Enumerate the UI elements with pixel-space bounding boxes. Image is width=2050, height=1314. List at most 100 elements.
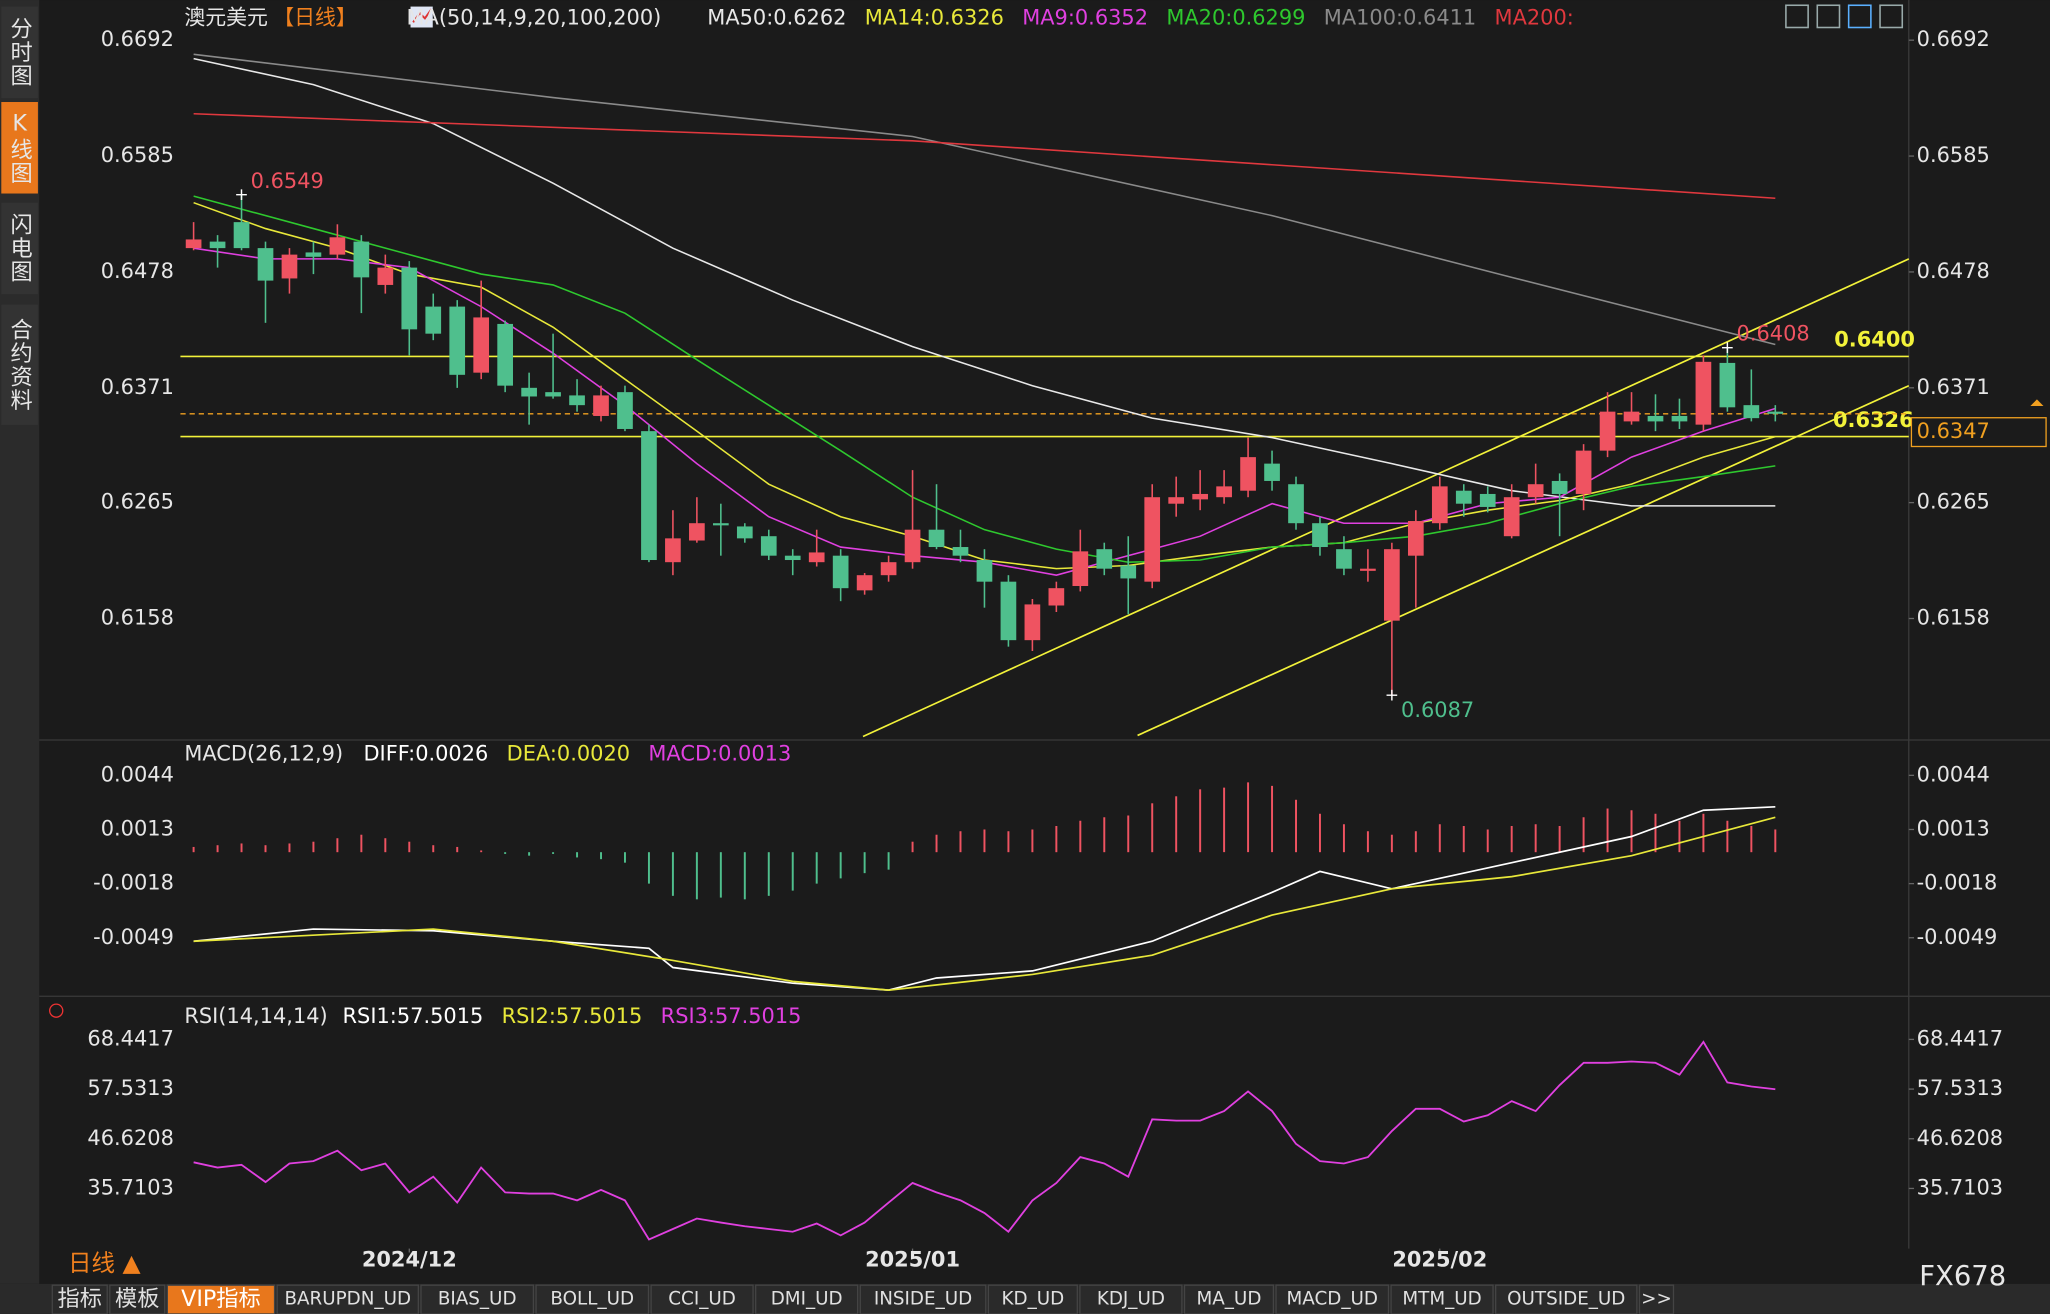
candle-body bbox=[1072, 551, 1089, 587]
y-tick-label-right: 57.5313 bbox=[1917, 1076, 2003, 1100]
sidebar-tab-bg[interactable] bbox=[1, 102, 38, 194]
legend-text: 澳元美元 bbox=[184, 5, 268, 29]
sidebar-tab-bg[interactable] bbox=[1, 6, 38, 99]
last-price-label: 0.6347 bbox=[1917, 419, 1990, 443]
y-tick-label-right: 0.6158 bbox=[1917, 606, 1990, 630]
trend-line bbox=[1137, 384, 1910, 737]
candle-body bbox=[1479, 493, 1496, 507]
tab-bg[interactable] bbox=[1638, 1284, 1675, 1314]
candle-body bbox=[641, 431, 657, 561]
candle-body bbox=[377, 267, 394, 285]
tab-bg[interactable] bbox=[1495, 1284, 1638, 1314]
legend-text: RSI1:57.5015 bbox=[343, 1004, 484, 1028]
legend-text: MA(50,14,9,20,100,200) bbox=[407, 5, 662, 29]
y-tick-label: -0.0049 bbox=[93, 925, 174, 949]
y-tick-label: 0.6371 bbox=[101, 375, 174, 399]
extreme-marker: + bbox=[1720, 338, 1734, 358]
legend-text: RSI2:57.5015 bbox=[502, 1004, 643, 1028]
extreme-label: 0.6087 bbox=[1401, 698, 1474, 722]
legend-text: MA20:0.6299 bbox=[1166, 5, 1305, 29]
icon[interactable] bbox=[1879, 4, 1904, 29]
tab-bg[interactable] bbox=[987, 1284, 1078, 1314]
sidebar-tab-bg[interactable] bbox=[1, 304, 38, 425]
candle-body bbox=[808, 552, 825, 563]
candle-body bbox=[1431, 486, 1448, 524]
candle-body bbox=[1407, 521, 1424, 556]
tab[interactable]: OUTSIDE_UD bbox=[1507, 1289, 1625, 1310]
candle-body bbox=[1503, 497, 1520, 537]
y-tick-label-right: -0.0018 bbox=[1917, 871, 1998, 895]
extreme-label: 0.6549 bbox=[251, 169, 324, 193]
candle-body bbox=[617, 392, 633, 429]
candle-body bbox=[832, 555, 849, 589]
tab[interactable]: 指标 bbox=[58, 1286, 102, 1312]
tab-bg[interactable] bbox=[650, 1284, 754, 1314]
candle-body bbox=[856, 575, 873, 591]
candle-body bbox=[1743, 405, 1760, 419]
candle-body bbox=[1264, 463, 1280, 481]
candle-body bbox=[497, 323, 513, 386]
candle-body bbox=[1312, 523, 1328, 548]
tab[interactable]: KD_UD bbox=[1001, 1289, 1064, 1310]
tab[interactable]: MA_UD bbox=[1196, 1289, 1261, 1310]
tab-bg[interactable] bbox=[1275, 1284, 1390, 1314]
tab[interactable]: BIAS_UD bbox=[438, 1289, 517, 1310]
level-label: 0.6400 bbox=[1834, 328, 1915, 352]
candle-body bbox=[784, 555, 801, 561]
tab[interactable]: MACD_UD bbox=[1286, 1289, 1377, 1310]
tab-bg[interactable] bbox=[420, 1284, 535, 1314]
legend-text: MA50:0.6262 bbox=[707, 5, 846, 29]
tab[interactable]: 模板 bbox=[115, 1286, 159, 1312]
candle-body bbox=[1360, 568, 1376, 571]
sidebar-tab-bg[interactable] bbox=[1, 202, 38, 295]
tab[interactable]: CCI_UD bbox=[668, 1289, 736, 1310]
candle-body bbox=[473, 317, 490, 373]
candle-body bbox=[521, 387, 537, 397]
candle-body bbox=[928, 529, 945, 548]
tab-bg[interactable] bbox=[1183, 1284, 1275, 1314]
tab[interactable]: MTM_UD bbox=[1402, 1289, 1481, 1310]
icon[interactable] bbox=[1847, 4, 1872, 29]
candle-body bbox=[1096, 549, 1113, 569]
legend-text: RSI3:57.5015 bbox=[661, 1004, 802, 1028]
tab-bg[interactable] bbox=[276, 1284, 420, 1314]
tab[interactable]: INSIDE_UD bbox=[874, 1289, 972, 1310]
y-tick-label-right: 0.0044 bbox=[1917, 762, 1990, 786]
tab[interactable]: KDJ_UD bbox=[1097, 1289, 1165, 1310]
y-tick-label: 46.6208 bbox=[87, 1126, 173, 1150]
x-tick-label: 2025/02 bbox=[1392, 1247, 1487, 1271]
sidebar-tab[interactable]: 分时图 bbox=[7, 17, 33, 88]
tab[interactable]: >> bbox=[1641, 1289, 1672, 1310]
tab-bg[interactable] bbox=[51, 1284, 108, 1314]
icon[interactable] bbox=[1785, 4, 1809, 29]
tab[interactable]: BARUPDN_UD bbox=[284, 1289, 411, 1310]
candle-body bbox=[952, 547, 969, 556]
y-tick-label: 0.6478 bbox=[101, 259, 174, 283]
candle-body bbox=[569, 395, 585, 406]
period-switch[interactable]: 日线 ▲ bbox=[68, 1249, 142, 1277]
tab-bg[interactable] bbox=[1390, 1284, 1494, 1314]
y-tick-label-right: 0.6265 bbox=[1917, 490, 1990, 514]
sidebar-tab[interactable]: K线图 bbox=[7, 111, 33, 185]
last-price-arrow bbox=[2030, 399, 2044, 406]
y-tick-label: 57.5313 bbox=[87, 1076, 173, 1100]
trend-line bbox=[862, 258, 1910, 738]
candle-body bbox=[1647, 415, 1664, 422]
tab[interactable]: BOLL_UD bbox=[550, 1289, 634, 1310]
candle-body bbox=[1719, 362, 1736, 408]
tab-bg[interactable] bbox=[166, 1284, 276, 1314]
settings-icon[interactable] bbox=[49, 1003, 64, 1018]
tab-bg[interactable] bbox=[859, 1284, 987, 1314]
candle-body bbox=[760, 536, 777, 556]
indicator-icon[interactable] bbox=[410, 6, 433, 28]
icon[interactable] bbox=[1816, 4, 1841, 29]
sidebar-tab[interactable]: 闪电图 bbox=[7, 213, 33, 284]
candle-body bbox=[712, 523, 729, 526]
level-label: 0.6326 bbox=[1833, 408, 1914, 432]
tab[interactable]: VIP指标 bbox=[181, 1286, 261, 1312]
tab-bg[interactable] bbox=[1079, 1284, 1183, 1314]
sidebar-tab[interactable]: 合约资料 bbox=[7, 317, 33, 412]
legend-text: 【日线】 bbox=[273, 5, 357, 29]
tab[interactable]: DMI_UD bbox=[771, 1289, 843, 1310]
